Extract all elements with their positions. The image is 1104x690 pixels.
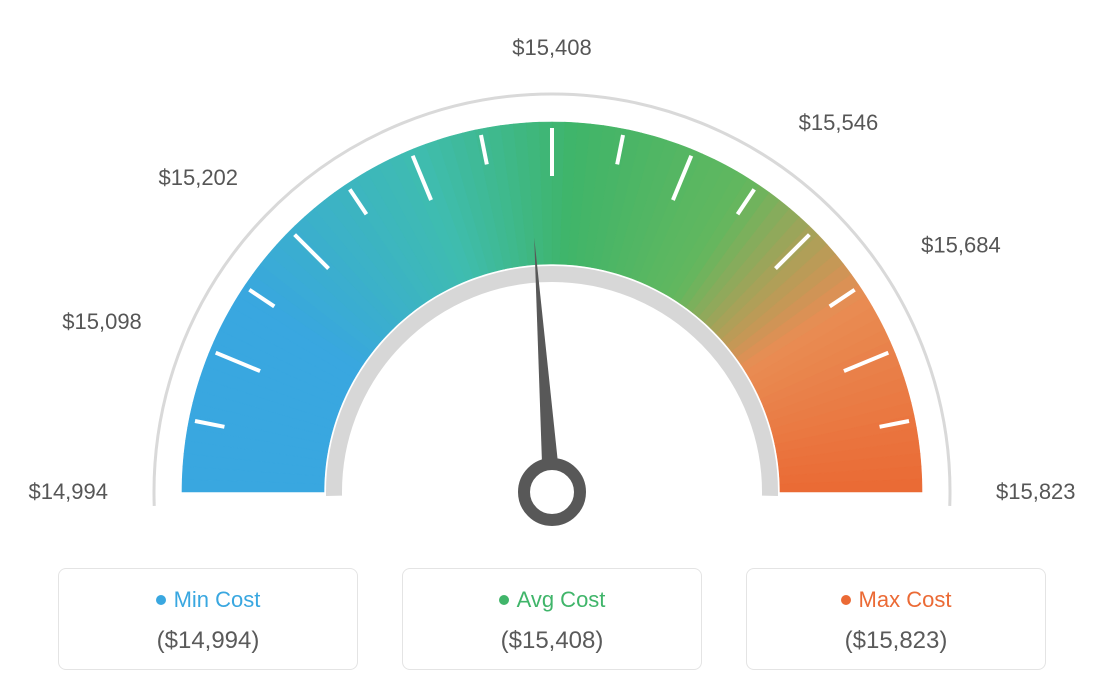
legend-label-max: Max Cost [859,587,952,613]
legend-card-max: Max Cost ($15,823) [746,568,1046,670]
gauge-tick-label: $15,546 [799,110,879,135]
legend-label-min: Min Cost [174,587,261,613]
gauge-needle-hub [524,464,580,520]
gauge-tick-label: $15,408 [512,35,592,60]
legend-value-min: ($14,994) [69,627,347,655]
gauge-tick-label: $15,823 [996,479,1076,504]
gauge-tick-label: $14,994 [28,479,108,504]
gauge-svg: $14,994 $15,098 $15,202 $15,408 $15,546 $15,6… [0,0,1104,540]
legend-row: Min Cost ($14,994) Avg Cost ($15,408) Ma… [0,568,1104,670]
legend-dot-max [841,595,851,605]
legend-dot-min [156,595,166,605]
legend-value-avg: ($15,408) [413,627,691,655]
legend-card-min: Min Cost ($14,994) [58,568,358,670]
legend-value-max: ($15,823) [757,627,1035,655]
legend-label-avg: Avg Cost [517,587,606,613]
gauge-tick-label: $15,684 [921,232,1001,257]
legend-dot-avg [499,595,509,605]
gauge-chart-container: $14,994 $15,098 $15,202 $15,408 $15,546 $15,6… [0,0,1104,690]
gauge-tick-label: $15,098 [62,309,142,334]
gauge-tick-label: $15,202 [159,165,239,190]
legend-card-avg: Avg Cost ($15,408) [402,568,702,670]
